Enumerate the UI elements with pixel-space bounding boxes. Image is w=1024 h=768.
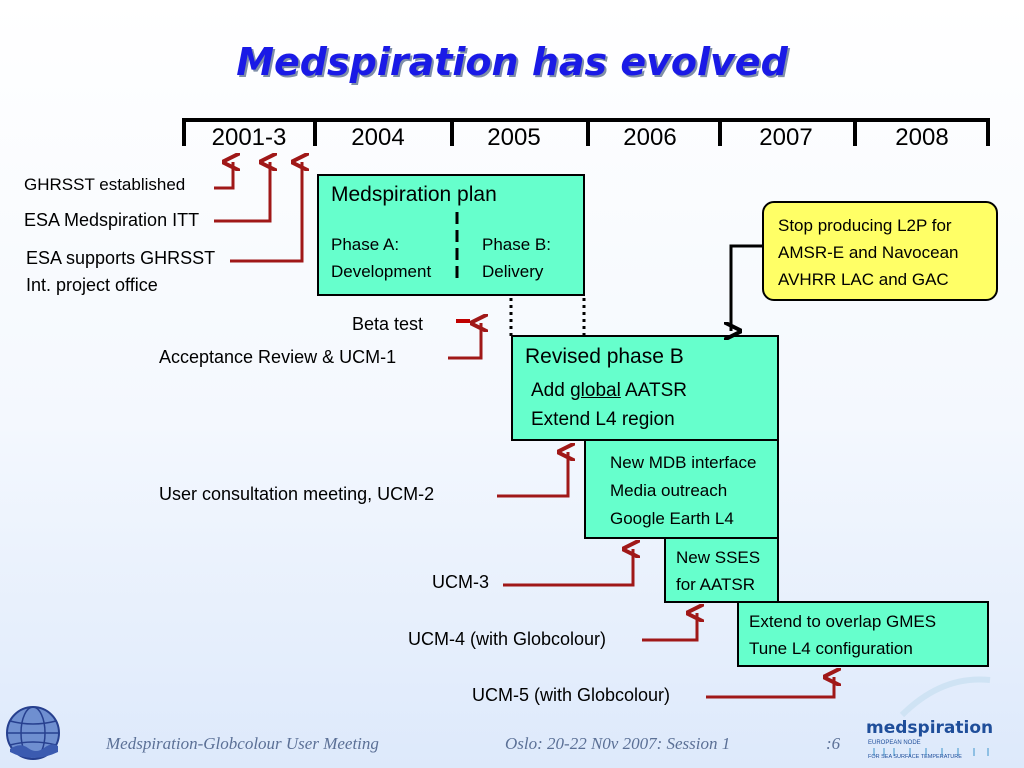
mdb-box-items: New MDB interface Media outreach Google … xyxy=(610,449,756,533)
arrow-ucm4 xyxy=(642,613,697,642)
logo-subtitle-2: FOR SEA SURFACE TEMPERATURE xyxy=(868,754,962,760)
footer-place: Oslo: 20-22 N0v 2007: Session 1 xyxy=(505,734,731,753)
label-ucm2: User consultation meeting, UCM-2 xyxy=(159,484,435,504)
year-2006: 2006 xyxy=(623,124,677,151)
revised-box-items: Add global AATSR Extend L4 region xyxy=(531,376,687,434)
year-2005: 2005 xyxy=(487,124,541,151)
logo-wordmark: medspiration xyxy=(866,718,994,738)
slide-title: Medspiration has evolved xyxy=(236,40,788,84)
mdb-item-google-earth: Google Earth L4 xyxy=(610,509,734,528)
revised-item-aatsr: Add global AATSR xyxy=(531,376,687,405)
stop-item-amsr: AMSR-E and Navocean xyxy=(778,243,959,262)
phase-b-desc: Delivery xyxy=(482,262,544,281)
arrow-esa-itt xyxy=(214,162,270,223)
sses-item-aatsr: for AATSR xyxy=(676,575,756,594)
arrow-stop-producing xyxy=(731,244,762,331)
arrow-ucm5 xyxy=(706,677,834,699)
plan-box-title: Medspiration plan xyxy=(331,183,497,206)
sses-box-items: New SSES for AATSR xyxy=(676,544,760,598)
label-acceptance-review: Acceptance Review & UCM-1 xyxy=(159,347,397,367)
mdb-item-outreach: Media outreach xyxy=(610,481,728,500)
year-2007: 2007 xyxy=(759,124,813,151)
year-2001-3: 2001-3 xyxy=(211,124,287,151)
gmes-item-tune: Tune L4 configuration xyxy=(749,639,913,658)
phase-a-desc: Development xyxy=(331,262,432,281)
phase-b-text: Phase B: Delivery xyxy=(482,231,551,285)
label-project-office: Int. project office xyxy=(26,275,158,295)
revised-phase-b-box: Revised phase B Add global AATSR Extend … xyxy=(511,335,779,441)
gmes-box-items: Extend to overlap GMES Tune L4 configura… xyxy=(749,608,936,662)
label-esa-itt: ESA Medspiration ITT xyxy=(24,210,200,230)
footer-meeting: Medspiration-Globcolour User Meeting xyxy=(106,734,379,753)
gmes-box: Extend to overlap GMES Tune L4 configura… xyxy=(737,601,989,667)
label-esa-supports: ESA supports GHRSST xyxy=(26,248,216,268)
revised-item-aatsr-label: AATSR xyxy=(625,380,687,401)
sses-box: New SSES for AATSR xyxy=(664,537,779,603)
phase-a-label: Phase A: xyxy=(331,235,400,254)
revised-item-global: global xyxy=(570,380,621,401)
gmes-item-overlap: Extend to overlap GMES xyxy=(749,612,937,631)
mdb-interface-box: New MDB interface Media outreach Google … xyxy=(584,439,779,539)
logo-swoosh-icon xyxy=(873,676,991,756)
revised-box-title: Revised phase B xyxy=(525,345,684,368)
year-2004: 2004 xyxy=(351,124,405,151)
timeline-axis xyxy=(182,118,990,146)
stop-item-avhrr: AVHRR LAC and GAC xyxy=(778,270,949,289)
medspiration-plan-box: Medspiration plan Phase A: Development P… xyxy=(317,174,585,296)
arrow-ucm3 xyxy=(503,549,633,587)
stop-item-l2p: Stop producing L2P for xyxy=(778,216,952,235)
sses-item-new: New SSES xyxy=(676,548,761,567)
revised-item-l4: Extend L4 region xyxy=(531,409,675,430)
footer-page-number: :6 xyxy=(826,734,841,753)
arrow-ucm2 xyxy=(497,452,568,498)
label-beta-test: Beta test xyxy=(352,314,424,334)
stop-note-items: Stop producing L2P for AMSR-E and Navoce… xyxy=(778,212,958,293)
mdb-item-interface: New MDB interface xyxy=(610,453,757,472)
stop-producing-note: Stop producing L2P for AMSR-E and Navoce… xyxy=(762,201,998,301)
label-ucm4: UCM-4 (with Globcolour) xyxy=(408,629,607,649)
revised-item-add: Add xyxy=(531,380,565,401)
medspiration-logo: medspiration EUROPEAN NODE FOR SEA SURFA… xyxy=(862,670,997,764)
logo-subtitle-1: EUROPEAN NODE xyxy=(868,740,921,746)
arrow-acceptance xyxy=(448,323,481,360)
arrow-esa-supports xyxy=(230,162,302,263)
globe-logo-icon xyxy=(6,706,60,760)
label-ucm3: UCM-3 xyxy=(432,572,489,592)
year-2008: 2008 xyxy=(895,124,949,151)
arrow-ghrsst xyxy=(214,162,233,190)
phase-a-text: Phase A: Development xyxy=(331,231,431,285)
label-ucm5: UCM-5 (with Globcolour) xyxy=(472,685,671,705)
phase-b-label: Phase B: xyxy=(482,235,551,254)
label-ghrsst-established: GHRSST established xyxy=(24,175,186,194)
